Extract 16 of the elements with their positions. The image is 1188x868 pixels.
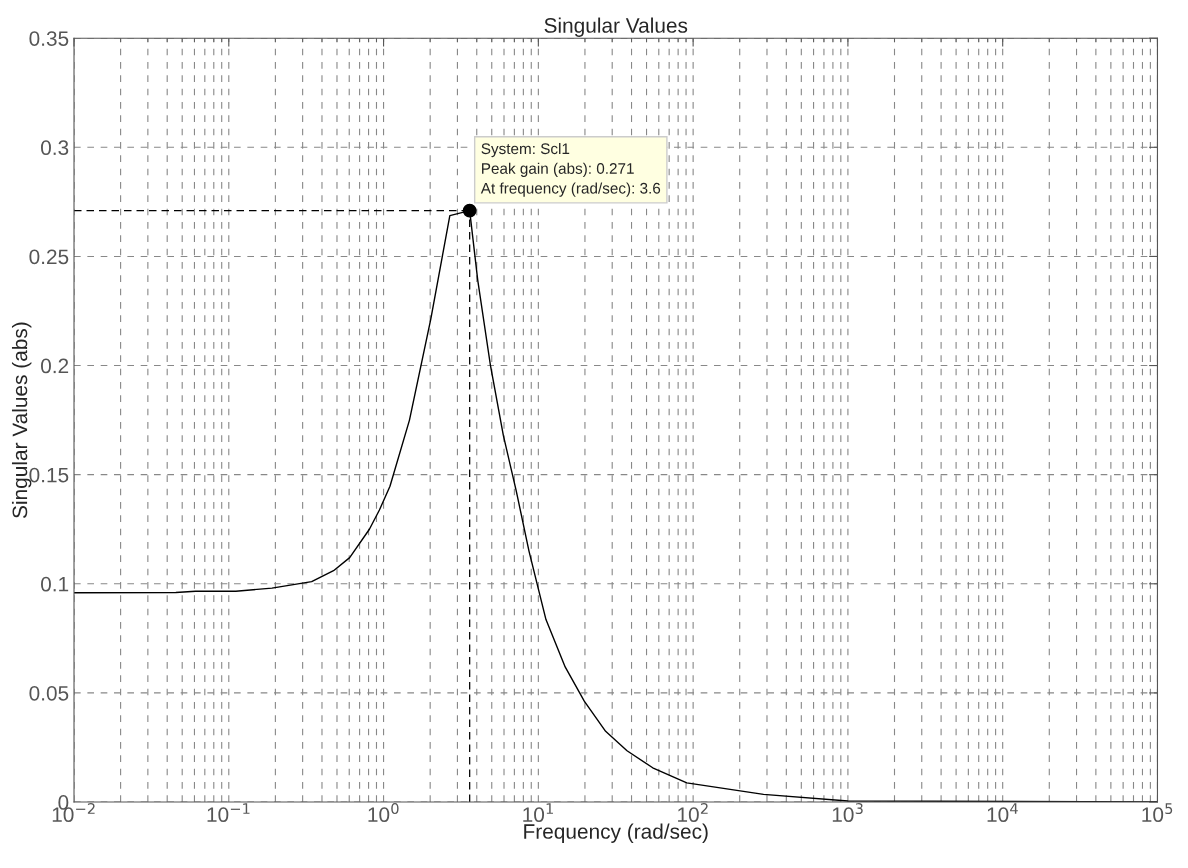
x-tick-label: 10$^{1}$ xyxy=(523,803,553,823)
y-tick-label: 0.25 xyxy=(29,249,69,265)
x-tick-label: 10$^{2}$ xyxy=(678,803,708,823)
y-tick-label: 0.05 xyxy=(29,685,69,701)
chart-title: Singular Values xyxy=(544,17,688,37)
x-tick-label: 10$^{−1}$ xyxy=(207,803,250,823)
y-tick-label: 0.1 xyxy=(41,576,69,592)
x-axis-title: Frequency (rad/sec) xyxy=(524,823,708,843)
x-tick-label: 10$^{0}$ xyxy=(368,803,399,823)
y-tick-label: 0.35 xyxy=(29,31,69,46)
x-tick-label: 10$^{3}$ xyxy=(832,803,863,823)
y-tick-label: 0.2 xyxy=(41,358,69,374)
annotation: System: Scl1 Peak gain (abs): 0.271 At frequency (rad/sec): 3.6 xyxy=(480,142,661,197)
x-tick-label: 10$^{4}$ xyxy=(987,803,1018,823)
y-tick-label: 0.3 xyxy=(41,140,69,156)
x-tick-label: 10$^{5}$ xyxy=(1142,803,1173,823)
